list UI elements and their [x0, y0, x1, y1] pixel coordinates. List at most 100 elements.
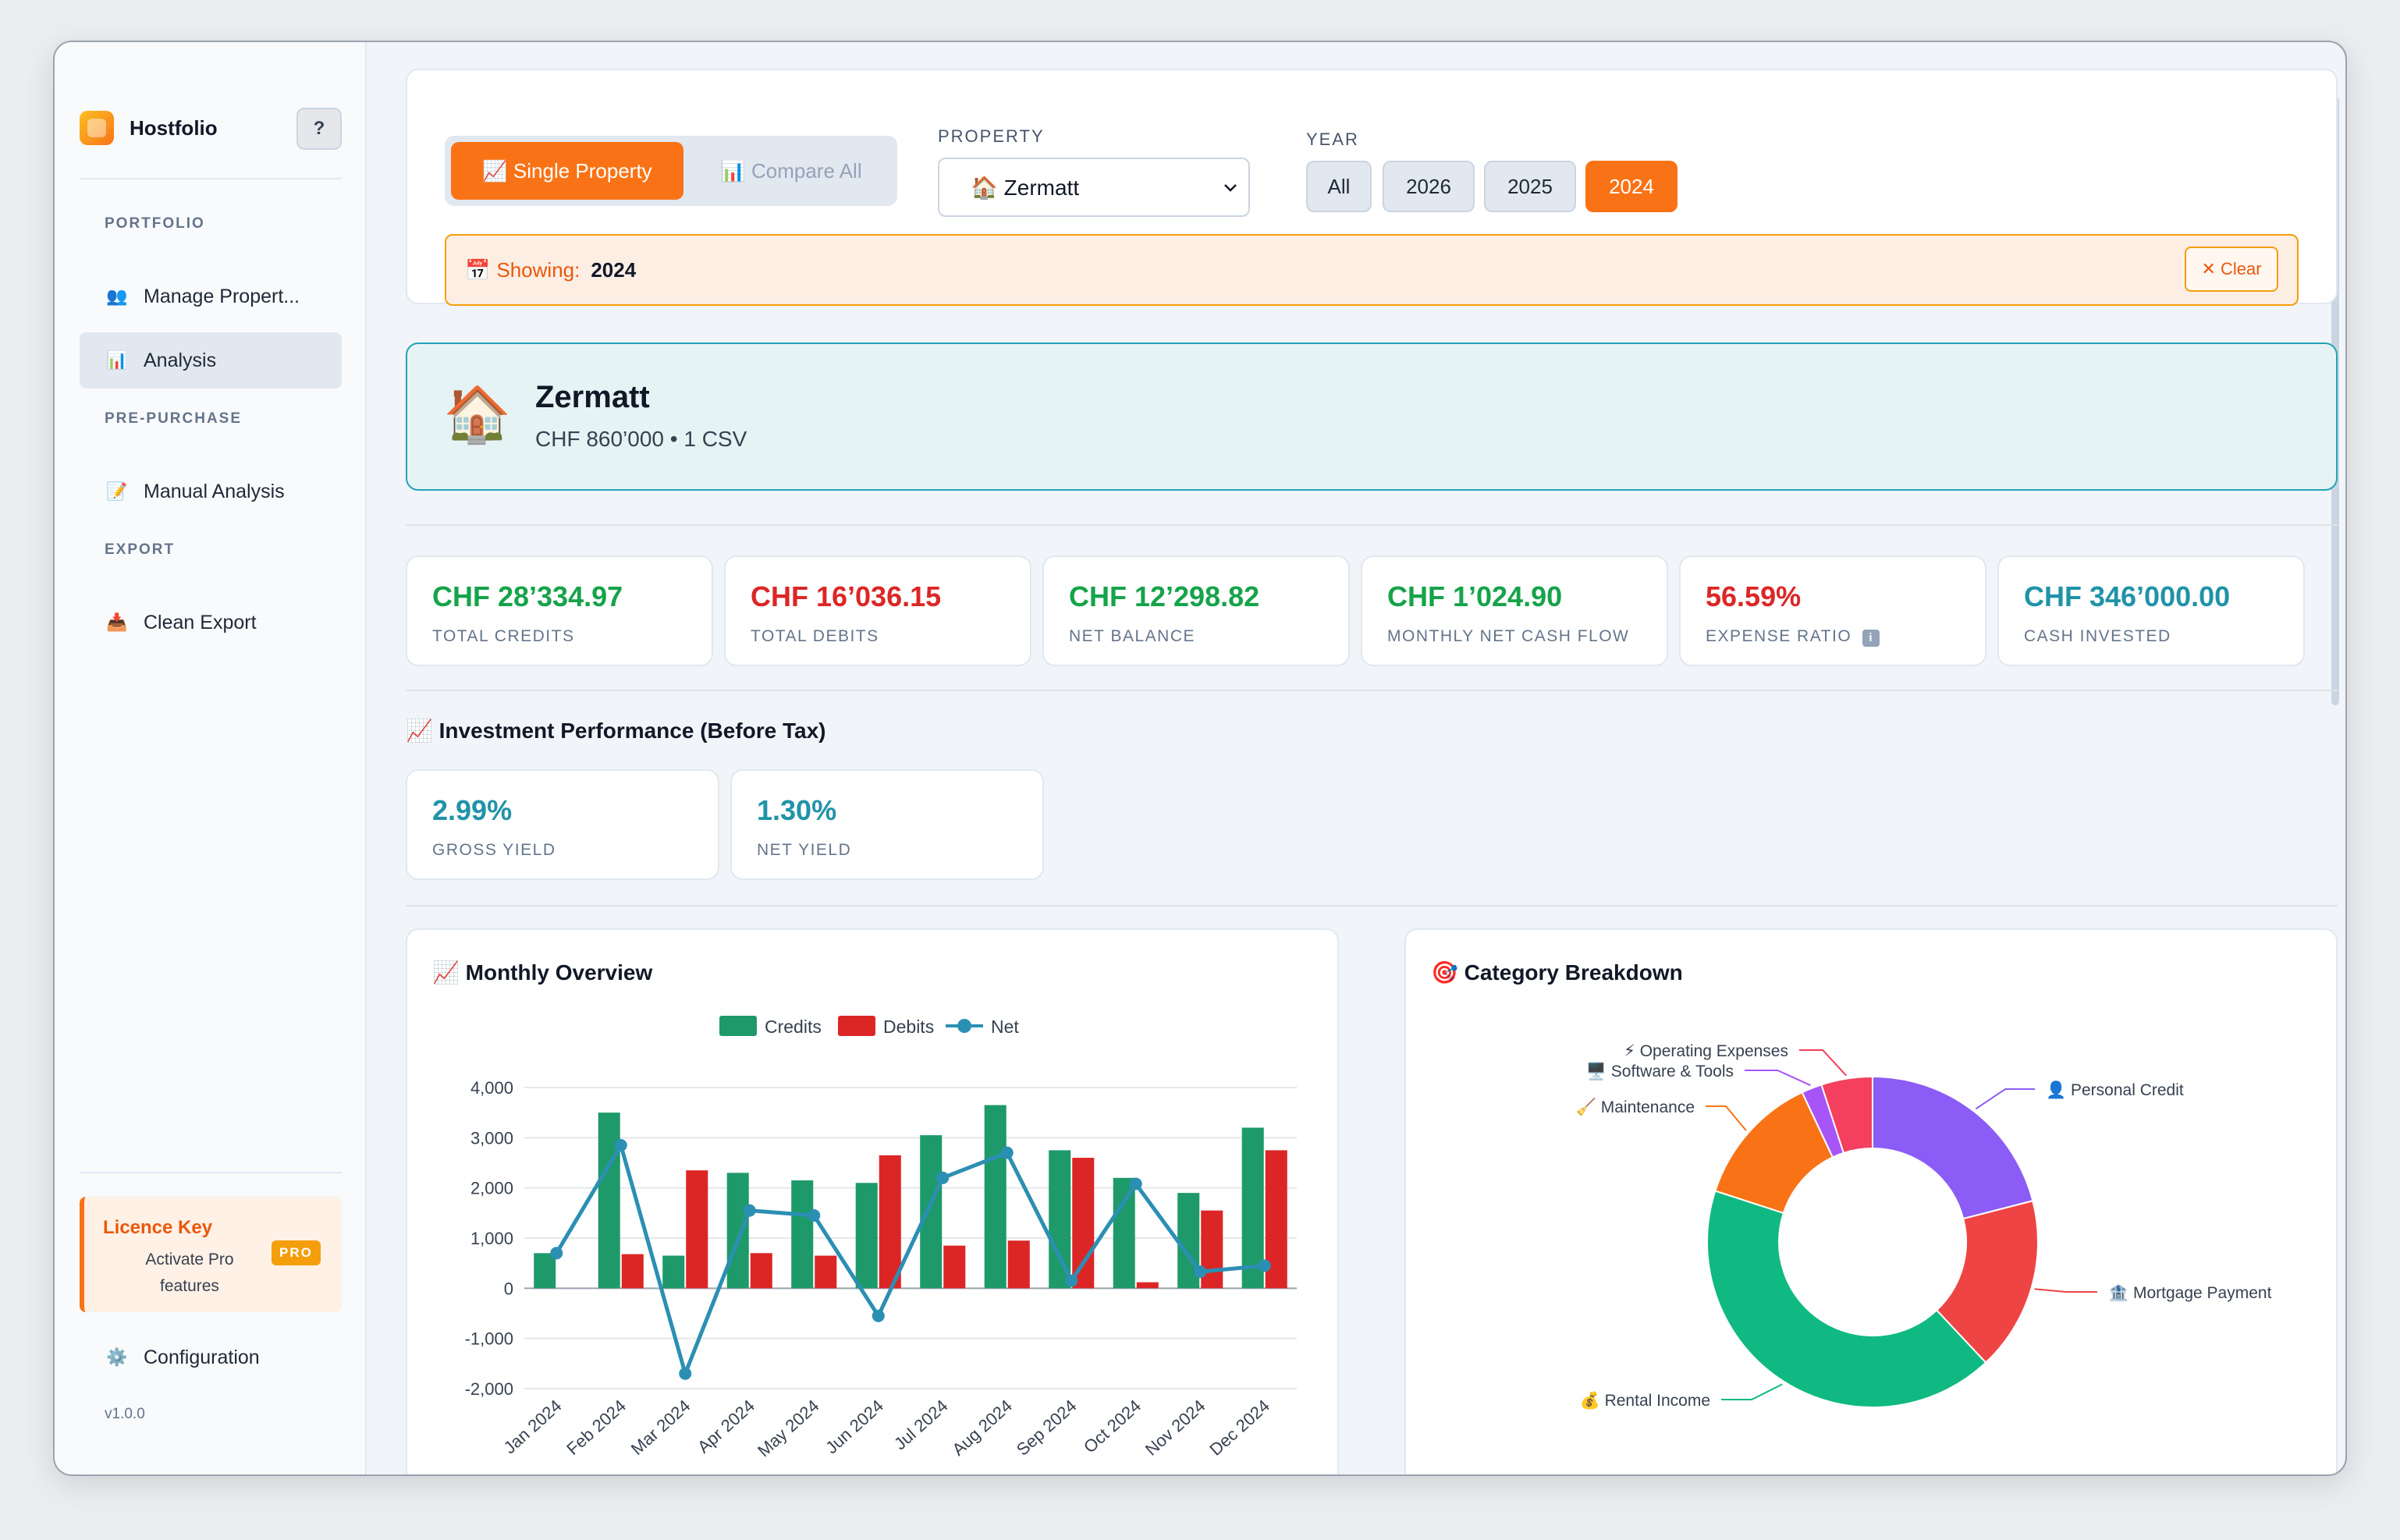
net-point[interactable] — [1129, 1177, 1142, 1190]
debits-bar[interactable] — [1007, 1240, 1030, 1289]
kpi-monthly-net-cash-flow: CHF 1’024.90 MONTHLY NET CASH FLOW — [1361, 555, 1668, 666]
pie-label: ⚡ Operating Expenses — [1624, 1042, 1788, 1060]
brand[interactable]: Hostfolio — [80, 111, 218, 145]
year-2024-button[interactable]: 2024 — [1585, 161, 1678, 212]
pie-slice[interactable] — [1820, 1075, 1873, 1155]
help-button[interactable]: ? — [296, 108, 342, 150]
single-property-button[interactable]: 📈 Single Property — [451, 142, 683, 200]
app-window: Hostfolio ? PORTFOLIO 👥 Manage Propert..… — [53, 41, 2347, 1476]
kpi-label: TOTAL DEBITS — [751, 627, 879, 645]
x-tick-label: Jul 2024 — [890, 1396, 952, 1453]
licence-key-card[interactable]: Licence Key Activate Pro features PRO — [80, 1197, 342, 1312]
app-version: v1.0.0 — [105, 1406, 145, 1422]
credits-bar[interactable] — [534, 1253, 556, 1289]
credits-bar[interactable] — [920, 1135, 943, 1289]
kpi-net-balance: CHF 12’298.82 NET BALANCE — [1042, 555, 1350, 666]
net-point[interactable] — [1194, 1265, 1207, 1279]
credits-bar[interactable] — [726, 1173, 749, 1289]
licence-subtitle: Activate Pro features — [145, 1251, 234, 1295]
y-tick-label: 0 — [504, 1279, 513, 1298]
sidebar-item-configuration[interactable]: ⚙️ Configuration — [80, 1329, 342, 1386]
debits-bar[interactable] — [1136, 1282, 1159, 1289]
yield-value: 1.30% — [757, 794, 837, 826]
sidebar-item-clean-export[interactable]: 📥 Clean Export — [80, 594, 342, 651]
y-tick-label: 2,000 — [470, 1179, 513, 1198]
net-point[interactable] — [1000, 1146, 1014, 1159]
credits-bar[interactable] — [791, 1180, 814, 1289]
licence-title: Licence Key — [103, 1217, 213, 1238]
monthly-overview-title: 📈 Monthly Overview — [432, 960, 653, 985]
pie-slice[interactable] — [1706, 1190, 1987, 1408]
net-point[interactable] — [550, 1247, 563, 1260]
x-tick-label: Sep 2024 — [1013, 1396, 1081, 1460]
legend-net-marker — [957, 1019, 971, 1033]
net-point[interactable] — [1065, 1274, 1078, 1287]
credits-bar[interactable] — [1113, 1177, 1135, 1289]
sidebar-item-label: Clean Export — [144, 611, 257, 633]
kpi-value: CHF 12’298.82 — [1069, 580, 1260, 612]
kpi-label: EXPENSE RATIO i — [1706, 627, 1880, 647]
net-point[interactable] — [679, 1367, 692, 1380]
property-select[interactable]: 🏠 Zermatt — [938, 158, 1250, 217]
sidebar-item-analysis[interactable]: 📊 Analysis — [80, 332, 342, 389]
legend-debits-label: Debits — [883, 1017, 934, 1037]
debits-bar[interactable] — [1072, 1158, 1095, 1289]
credits-bar[interactable] — [1049, 1150, 1071, 1289]
debits-bar[interactable] — [879, 1155, 901, 1289]
credits-bar[interactable] — [662, 1255, 685, 1289]
compare-all-button[interactable]: 📊 Compare All — [720, 158, 862, 183]
kpi-label: CASH INVESTED — [2024, 627, 2171, 645]
kpi-value: CHF 346’000.00 — [2024, 580, 2231, 612]
pie-leader-line — [1745, 1070, 1811, 1087]
net-point[interactable] — [872, 1309, 885, 1322]
x-tick-label: Oct 2024 — [1080, 1396, 1145, 1457]
net-yield-card: 1.30% NET YIELD — [730, 769, 1044, 880]
yield-label: GROSS YIELD — [432, 841, 556, 859]
year-2026-button[interactable]: 2026 — [1383, 161, 1475, 212]
kpi-total-credits: CHF 28’334.97 TOTAL CREDITS — [406, 555, 713, 666]
people-icon: 👥 — [106, 286, 128, 306]
sidebar: Hostfolio ? PORTFOLIO 👥 Manage Propert..… — [55, 42, 367, 1474]
credits-bar[interactable] — [984, 1105, 1007, 1289]
net-point[interactable] — [743, 1204, 756, 1217]
credits-bar[interactable] — [598, 1112, 620, 1289]
monthly-overview-chart: Credits Debits Net 4,000 3,000 2,000 1,000 0… — [465, 1016, 1297, 1460]
debits-bar[interactable] — [1201, 1210, 1223, 1289]
year-all-button[interactable]: All — [1306, 161, 1372, 212]
pie-slice[interactable] — [1872, 1075, 2034, 1220]
kpi-label: TOTAL CREDITS — [432, 627, 575, 645]
debits-bar[interactable] — [943, 1245, 966, 1289]
y-tick-label: 3,000 — [470, 1128, 513, 1148]
clear-filter-button[interactable]: ✕ Clear — [2185, 247, 2278, 292]
debits-bar[interactable] — [621, 1254, 644, 1289]
credits-bar[interactable] — [855, 1183, 878, 1289]
debits-bar[interactable] — [750, 1253, 772, 1289]
info-icon[interactable]: i — [1862, 630, 1880, 647]
net-point[interactable] — [614, 1138, 627, 1151]
x-tick-label: Apr 2024 — [694, 1396, 758, 1457]
property-select-value: 🏠 Zermatt — [971, 175, 1080, 200]
net-point[interactable] — [936, 1171, 950, 1184]
divider — [406, 524, 2338, 526]
net-point[interactable] — [808, 1209, 821, 1222]
debits-bar[interactable] — [815, 1255, 837, 1289]
mode-toggle: 📈 Single Property 📊 Compare All — [445, 136, 897, 206]
legend-debits-swatch — [838, 1016, 875, 1036]
year-2025-button[interactable]: 2025 — [1484, 161, 1576, 212]
sidebar-item-label: Manage Propert... — [144, 285, 300, 307]
sidebar-divider — [80, 1172, 342, 1173]
property-label: PROPERTY — [938, 126, 1045, 146]
kpi-total-debits: CHF 16’036.15 TOTAL DEBITS — [724, 555, 1031, 666]
debits-bar[interactable] — [686, 1170, 708, 1289]
y-tick-label: -2,000 — [465, 1379, 513, 1399]
pie-label: 🏦 Mortgage Payment — [2108, 1283, 2272, 1302]
x-tick-label: May 2024 — [754, 1396, 823, 1460]
year-label: YEAR — [1306, 130, 1359, 149]
kpi-cash-invested: CHF 346’000.00 CASH INVESTED — [1997, 555, 2305, 666]
sidebar-item-manual-analysis[interactable]: 📝 Manual Analysis — [80, 463, 342, 520]
legend-credits-label: Credits — [765, 1017, 822, 1037]
property-subtitle: CHF 860’000 • 1 CSV — [535, 427, 747, 451]
sidebar-item-manage-properties[interactable]: 👥 Manage Propert... — [80, 268, 342, 325]
net-point[interactable] — [1258, 1259, 1271, 1272]
section-pre-purchase: PRE-PURCHASE — [105, 410, 243, 427]
